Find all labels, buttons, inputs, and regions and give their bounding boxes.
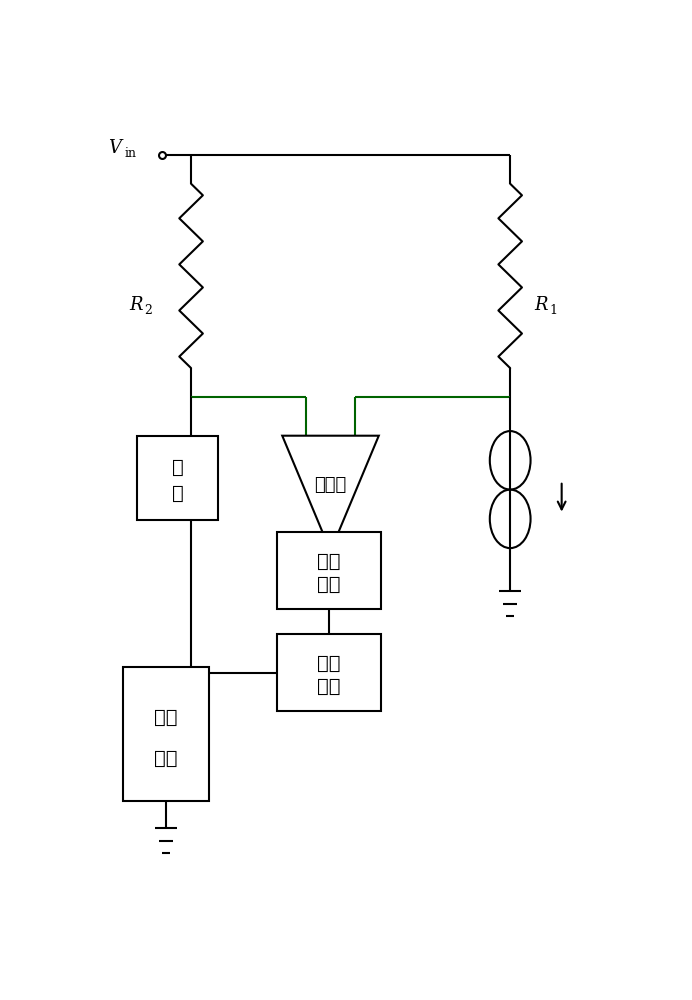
Bar [138,436,218,520]
Text: 电路: 电路 [154,749,178,768]
Text: 电路: 电路 [318,677,341,696]
Text: 逻辑: 逻辑 [318,552,341,571]
Bar [277,532,381,609]
Bar [123,667,209,801]
Text: R: R [129,296,143,314]
Bar [277,634,381,711]
Text: 比较器: 比较器 [314,476,347,494]
Text: in: in [124,147,136,160]
Text: 控制: 控制 [318,654,341,673]
Text: 负: 负 [172,458,183,477]
Text: 1: 1 [549,304,557,317]
Text: 电路: 电路 [318,575,341,594]
Text: R: R [534,296,548,314]
Text: 2: 2 [145,304,152,317]
Text: 驱动: 驱动 [154,708,178,727]
Text: 载: 载 [172,484,183,503]
Text: V: V [108,139,121,157]
